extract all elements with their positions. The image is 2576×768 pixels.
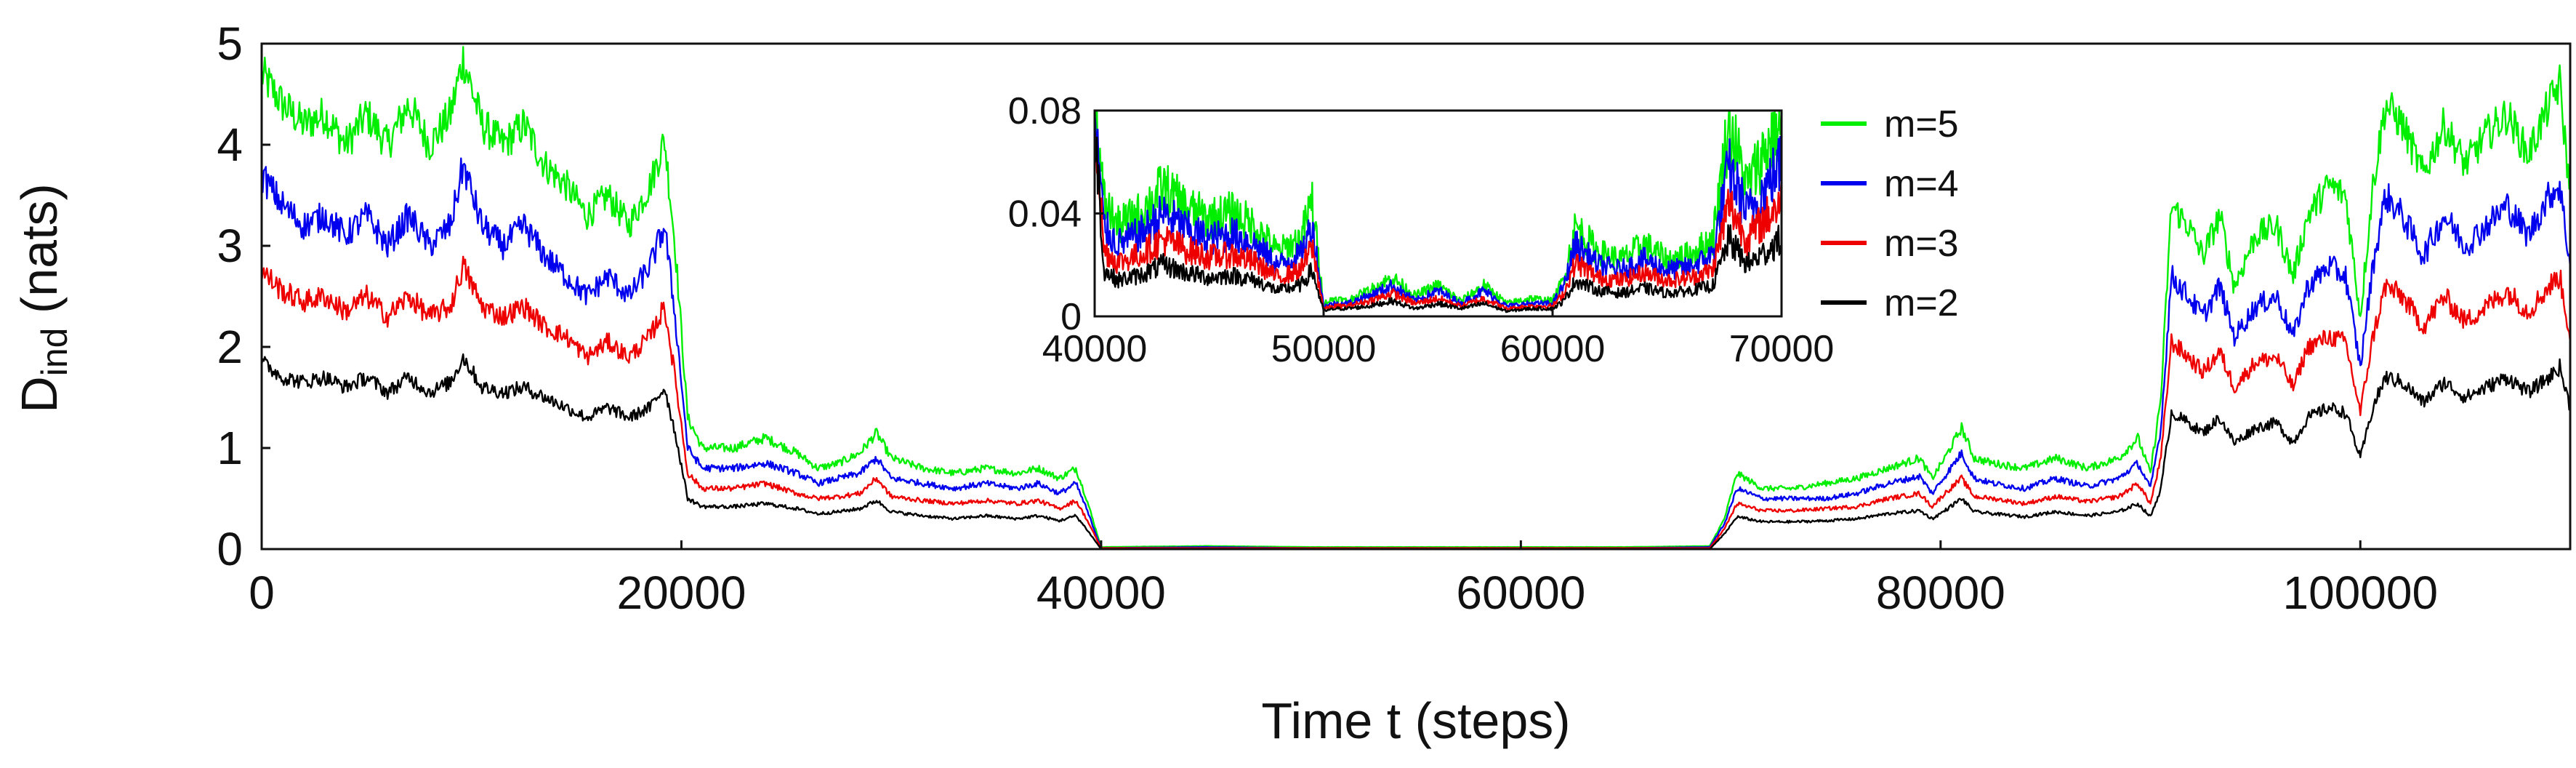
y-axis-label: Dind (nats): [11, 183, 75, 413]
main-x-tick-label: 20000: [616, 567, 746, 619]
y-axis-label-base: D: [11, 376, 68, 413]
inset-x-tick-label: 60000: [1500, 328, 1606, 370]
main-plot-frame: [260, 42, 2572, 551]
legend-label-m=3: m=3: [1884, 223, 1959, 265]
main-y-tick-label: 1: [217, 422, 243, 474]
main-x-tick-label: 100000: [2282, 567, 2438, 619]
main-y-tick-label: 3: [217, 220, 243, 272]
main-x-tick-label: 80000: [1876, 567, 2005, 619]
main-y-axis: 0 1 2 3 4 5: [217, 17, 270, 575]
inset-y-tick-label: 0.08: [1008, 90, 1082, 132]
main-x-tick-label: 40000: [1037, 567, 1166, 619]
x-axis-label: Time t (steps): [1261, 692, 1570, 749]
inset-y-tick-label: 0.04: [1008, 193, 1082, 236]
legend-label-m=5: m=5: [1884, 103, 1959, 145]
inset-x-tick-label: 40000: [1042, 328, 1148, 370]
main-y-tick-label: 2: [217, 321, 243, 373]
inset-x-axis: 40000 50000 60000 70000: [1042, 308, 1835, 370]
main-series-line-m=5: [260, 46, 2572, 548]
main-x-axis: 0 20000 40000 60000 80000 100000: [249, 540, 2438, 619]
legend-label-m=2: m=2: [1884, 282, 1959, 324]
inset-plot: 40000 50000 60000 70000 0 0.04 0.08: [1008, 90, 1835, 370]
main-plot: 0 20000 40000 60000 80000 100000 0 1 2 3 4 5: [217, 17, 2572, 619]
y-axis-label-suffix: (nats): [11, 183, 68, 327]
inset-series-line-m=3: [1093, 122, 1783, 311]
inset-series-line-m=2: [1093, 110, 1782, 313]
legend-label-m=4: m=4: [1884, 163, 1959, 205]
main-x-tick-label: 60000: [1456, 567, 1585, 619]
inset-x-tick-label: 50000: [1271, 328, 1377, 370]
inset-series-group: [1093, 109, 1783, 313]
main-x-tick-label: 0: [249, 567, 275, 619]
inset-x-tick-label: 70000: [1729, 328, 1835, 370]
inset-series-line-m=5: [1093, 109, 1783, 307]
main-y-tick-label: 5: [217, 17, 243, 70]
y-axis-label-subscript: ind: [34, 328, 75, 377]
main-y-tick-label: 0: [217, 523, 243, 575]
inset-y-tick-label: 0: [1060, 296, 1082, 338]
legend: m=5 m=4 m=3 m=2: [1821, 103, 1959, 324]
main-y-tick-label: 4: [217, 119, 243, 171]
inset-series-line-m=4: [1093, 110, 1783, 309]
inset-y-axis: 0 0.04 0.08: [1008, 90, 1103, 338]
